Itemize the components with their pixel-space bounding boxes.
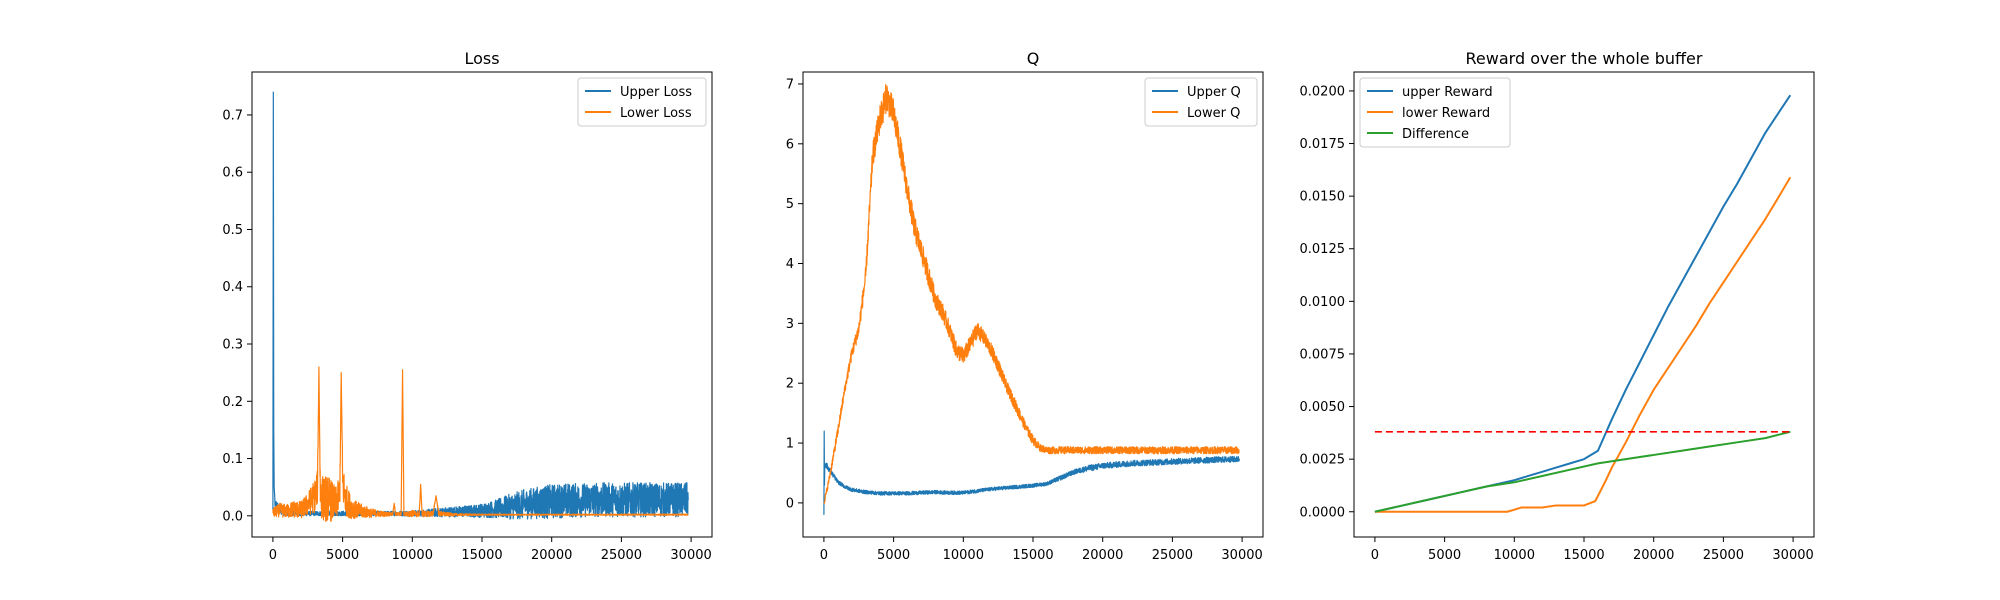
y-tick-label: 0.3 bbox=[222, 338, 243, 353]
y-tick-label: 0.0150 bbox=[1300, 190, 1346, 205]
plot-lines bbox=[823, 83, 1240, 515]
series-line-2 bbox=[1374, 176, 1792, 513]
x-tick-label: 20000 bbox=[1082, 548, 1123, 563]
legend-box bbox=[1359, 77, 1511, 148]
x-tick-label: 5000 bbox=[877, 548, 910, 563]
x-tick-label: 5000 bbox=[326, 548, 359, 563]
x-tick-label: 20000 bbox=[531, 548, 572, 563]
x-tick-label: 10000 bbox=[1494, 548, 1535, 563]
y-tick-label: 6 bbox=[786, 137, 794, 152]
y-tick-label: 5 bbox=[786, 197, 794, 212]
series-line-2 bbox=[823, 83, 1240, 504]
legend-label: lower Reward bbox=[1402, 106, 1490, 121]
legend: upper Reward lower Reward Difference bbox=[1359, 77, 1511, 148]
x-tick-label: 0 bbox=[1371, 548, 1379, 563]
chart-panel-1: Loss 0 5000 10000 15000 20000 25000 30000 0.0 0.1… bbox=[222, 49, 713, 563]
y-tick-label: 0.6 bbox=[222, 166, 243, 181]
y-tick-label: 0.0125 bbox=[1300, 242, 1346, 257]
plot-frame bbox=[251, 71, 713, 538]
series-line-1 bbox=[1374, 94, 1792, 513]
y-tick-label: 0.7 bbox=[222, 108, 243, 123]
x-tick-label: 10000 bbox=[943, 548, 984, 563]
y-tick-label: 0.5 bbox=[222, 223, 243, 238]
y-tick-label: 0.4 bbox=[222, 280, 243, 295]
chart-panel-3: Reward over the whole buffer 0 5000 10000 15… bbox=[1300, 49, 1815, 563]
x-tick-label: 0 bbox=[269, 548, 277, 563]
legend: Upper Q Lower Q bbox=[1144, 77, 1258, 127]
legend-label: Lower Loss bbox=[620, 106, 692, 121]
x-tick-label: 10000 bbox=[392, 548, 433, 563]
legend-label: Upper Q bbox=[1187, 85, 1241, 100]
y-tick-label: 0.0025 bbox=[1300, 453, 1346, 468]
x-tick-label: 15000 bbox=[461, 548, 502, 563]
chart-title: Reward over the whole buffer bbox=[1466, 49, 1703, 68]
legend: Upper Loss Lower Loss bbox=[577, 77, 707, 127]
chart-title: Loss bbox=[464, 49, 499, 68]
y-tick-label: 0.0050 bbox=[1300, 400, 1346, 415]
y-tick-label: 0.0 bbox=[222, 509, 243, 524]
chart-title: Q bbox=[1027, 49, 1040, 68]
series-line-1 bbox=[272, 91, 689, 520]
legend-label: Difference bbox=[1402, 127, 1469, 142]
plot-lines bbox=[1374, 94, 1792, 513]
x-tick-label: 15000 bbox=[1563, 548, 1604, 563]
x-tick-label: 25000 bbox=[601, 548, 642, 563]
chart-panel-2: Q 0 5000 10000 15000 20000 25000 30000 0 1 2 3 4 5 6 7 U… bbox=[786, 49, 1264, 563]
x-tick-label: 15000 bbox=[1012, 548, 1053, 563]
plot-lines bbox=[272, 91, 689, 522]
y-tick-label: 4 bbox=[786, 257, 794, 272]
y-tick-label: 0.0075 bbox=[1300, 347, 1346, 362]
y-tick-label: 7 bbox=[786, 77, 794, 92]
x-tick-label: 5000 bbox=[1428, 548, 1461, 563]
x-tick-label: 30000 bbox=[1772, 548, 1813, 563]
y-tick-label: 2 bbox=[786, 377, 794, 392]
y-tick-label: 0 bbox=[786, 496, 794, 511]
y-tick-label: 0.2 bbox=[222, 395, 243, 410]
x-tick-label: 0 bbox=[820, 548, 828, 563]
x-tick-label: 30000 bbox=[670, 548, 711, 563]
legend-label: Upper Loss bbox=[620, 85, 692, 100]
series-line-3 bbox=[1374, 430, 1791, 513]
y-tick-label: 0.0000 bbox=[1300, 505, 1346, 520]
x-tick-label: 25000 bbox=[1152, 548, 1193, 563]
y-tick-label: 3 bbox=[786, 317, 794, 332]
legend-label: Lower Q bbox=[1187, 106, 1240, 121]
y-tick-label: 0.0175 bbox=[1300, 137, 1346, 152]
x-tick-label: 20000 bbox=[1633, 548, 1674, 563]
series-line-1 bbox=[823, 430, 1240, 515]
y-tick-label: 0.0200 bbox=[1300, 84, 1346, 99]
y-tick-label: 0.0100 bbox=[1300, 295, 1346, 310]
legend-label: upper Reward bbox=[1402, 85, 1493, 100]
y-tick-label: 0.1 bbox=[222, 452, 243, 467]
x-tick-label: 25000 bbox=[1703, 548, 1744, 563]
x-tick-label: 30000 bbox=[1221, 548, 1262, 563]
plot-frame bbox=[802, 71, 1264, 538]
series-line-2 bbox=[272, 366, 689, 522]
y-tick-label: 1 bbox=[786, 437, 794, 452]
